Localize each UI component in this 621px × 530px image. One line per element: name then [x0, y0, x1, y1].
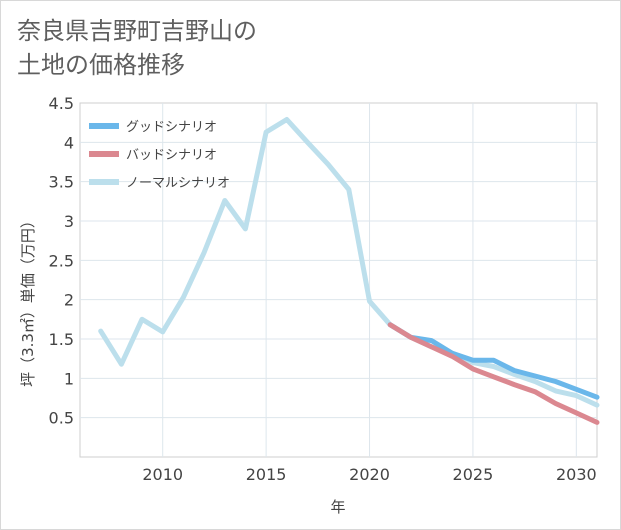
x-tick-label: 2025: [453, 465, 494, 484]
y-tick-label: 2.5: [49, 251, 74, 270]
y-tick-label: 1: [64, 369, 74, 388]
y-tick-label: 3: [64, 212, 74, 231]
chart-title-line-1: 奈良県吉野町吉野山の: [17, 17, 257, 45]
y-tick-label: 4: [64, 133, 74, 152]
y-tick-label: 4.5: [49, 94, 74, 113]
legend-label: グッドシナリオ: [126, 120, 217, 135]
y-tick-label: 1.5: [49, 330, 74, 349]
series-line: [98, 117, 600, 408]
legend-label: ノーマルシナリオ: [126, 176, 230, 191]
plot-area-border: [79, 102, 598, 458]
series-line: [387, 322, 600, 425]
y-axis-title: 坪（3.3㎡）単価（万円）: [19, 213, 37, 387]
series-line: [387, 322, 600, 400]
tick-labels: 0.5 1 1.5 2 2.5 3 3.5 4 4.5 2010 2015 2020 2025 2030: [49, 94, 597, 484]
x-tick-label: 2010: [142, 465, 183, 484]
y-tick-label: 3.5: [49, 173, 74, 192]
y-tick-label: 2: [64, 291, 74, 310]
series-layer: [98, 117, 600, 425]
legend-label: バッドシナリオ: [126, 148, 217, 163]
x-axis-title: 年: [330, 498, 345, 516]
chart-title: 奈良県吉野町吉野山の 土地の価格推移: [17, 14, 257, 82]
chart-title-line-2: 土地の価格推移: [17, 51, 185, 79]
x-tick-label: 2015: [246, 465, 287, 484]
x-tick-label: 2020: [349, 465, 390, 484]
y-tick-label: 0.5: [49, 409, 74, 428]
x-tick-label: 2030: [556, 465, 597, 484]
